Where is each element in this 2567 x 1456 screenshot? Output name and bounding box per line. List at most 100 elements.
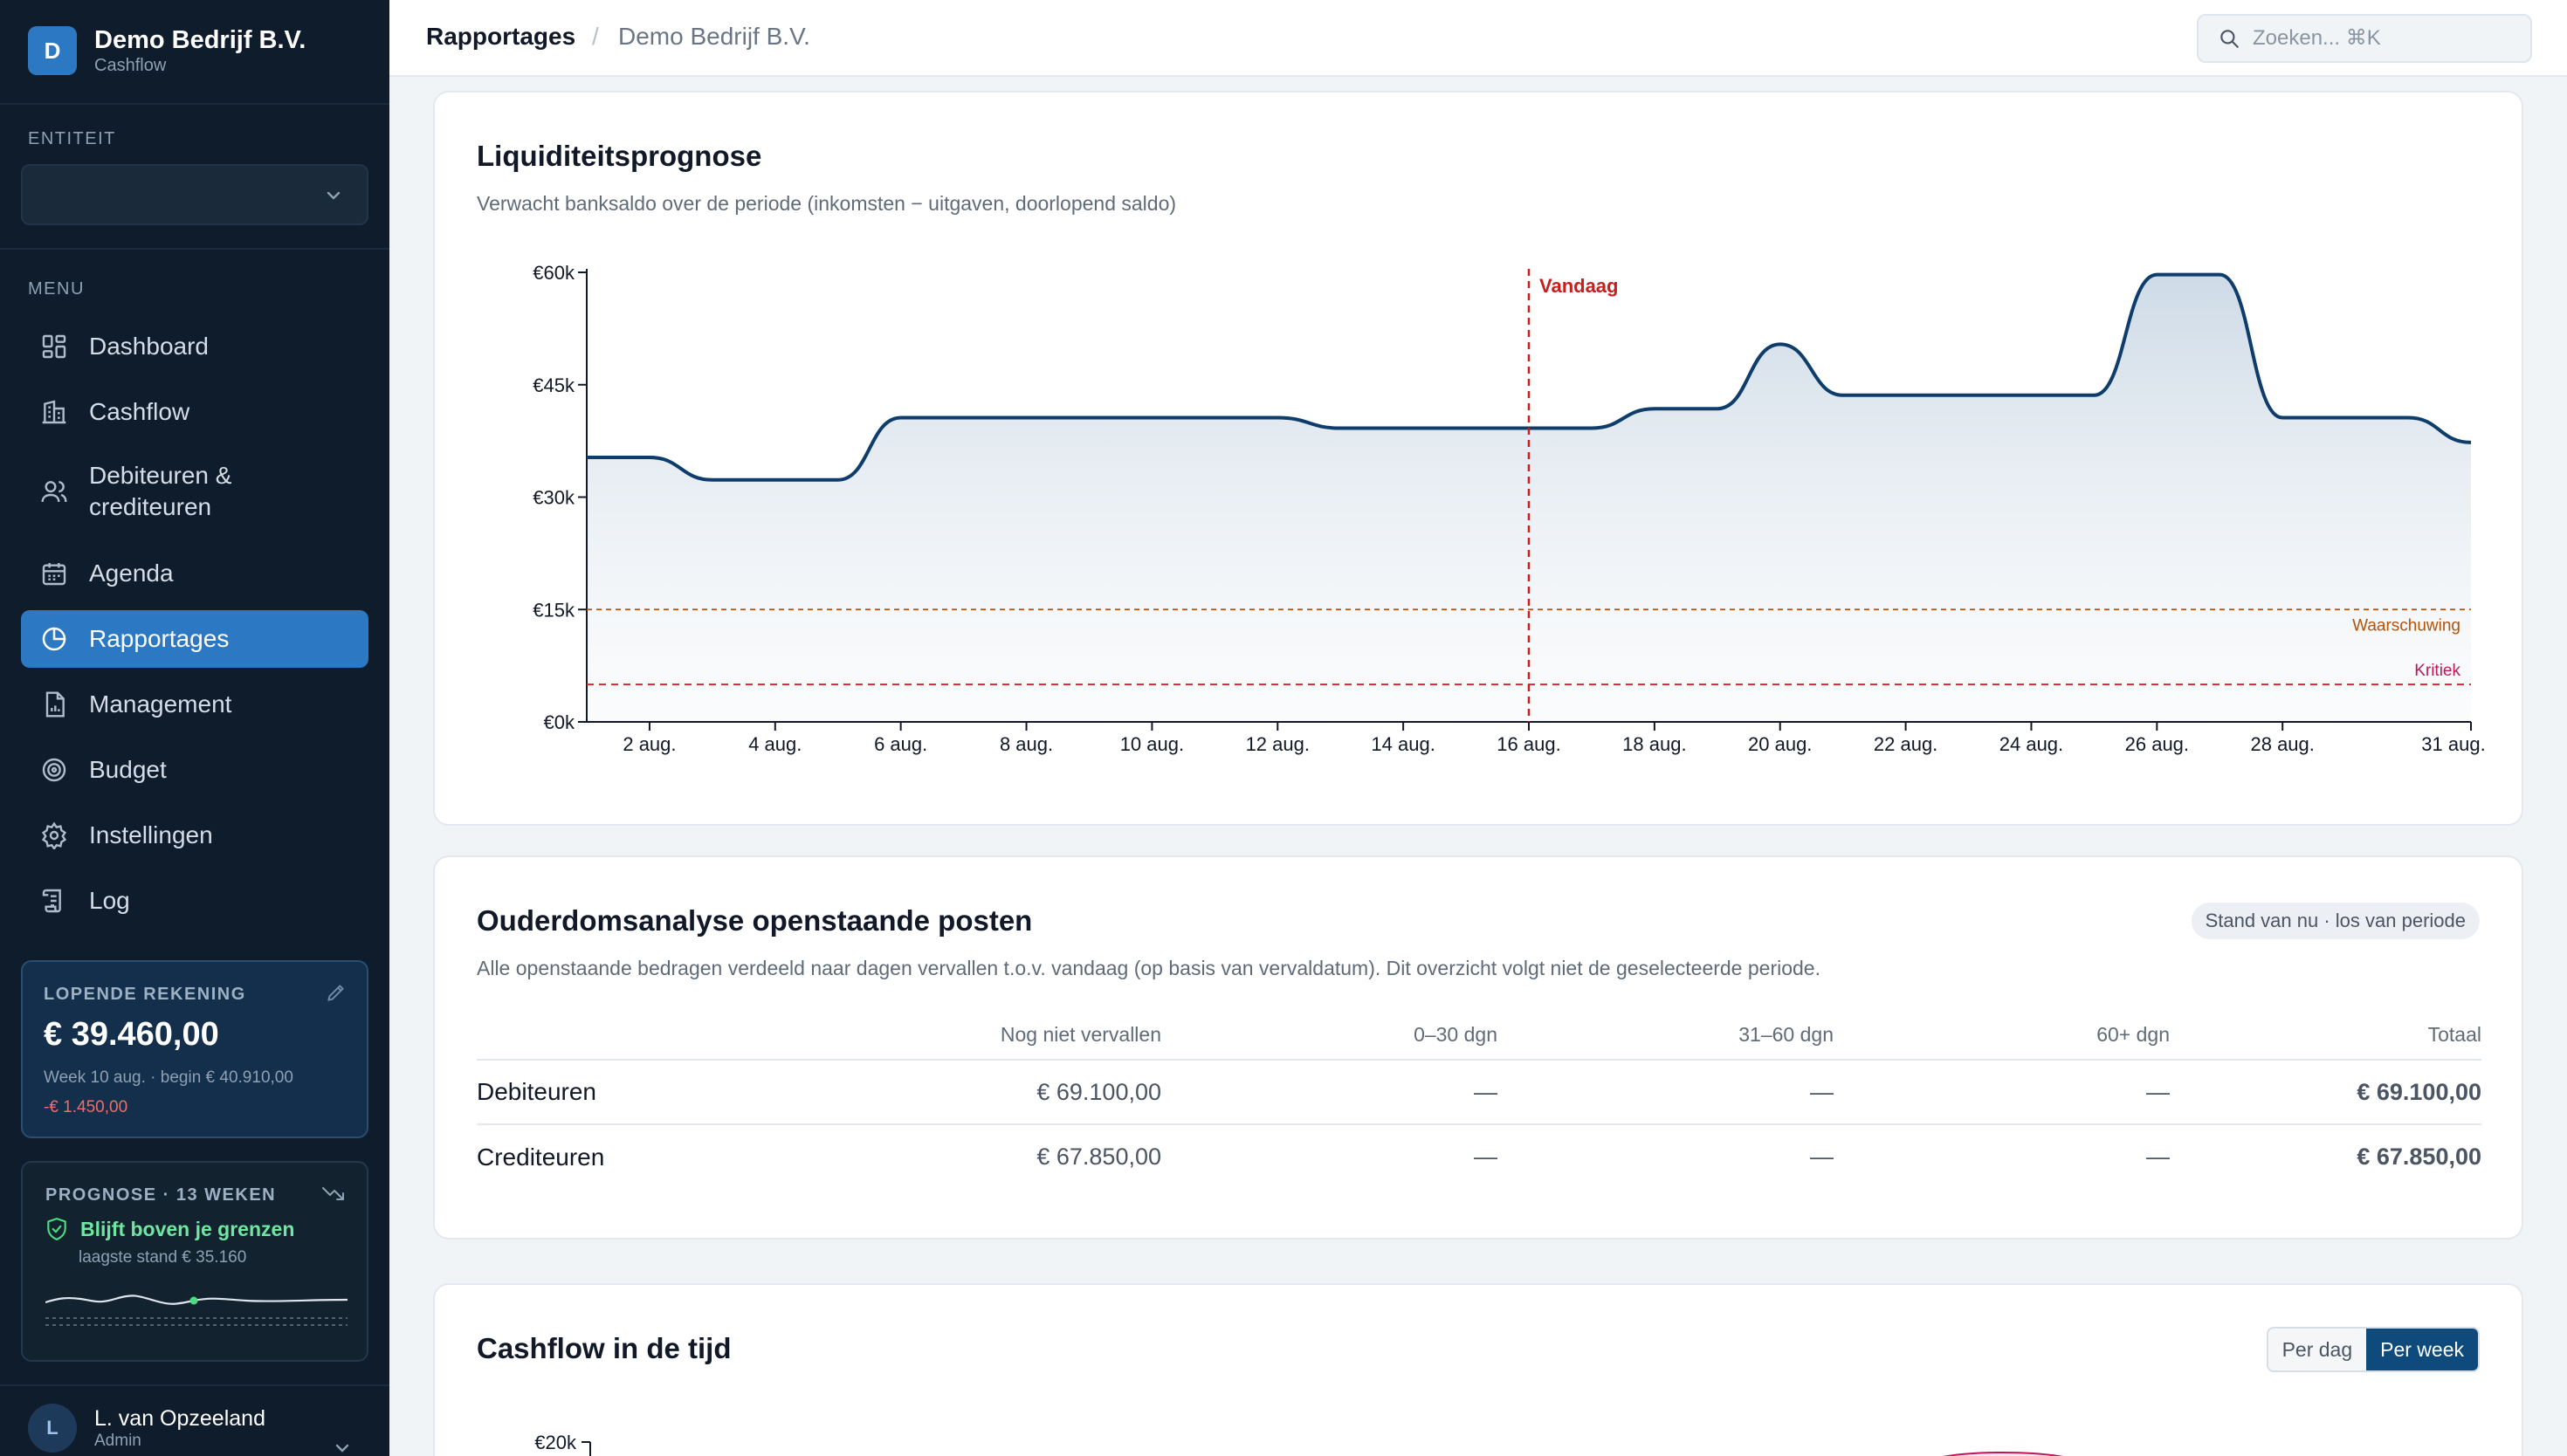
- x-tick-label: 22 aug.: [1874, 733, 1937, 755]
- forecast-marker: [189, 1296, 198, 1305]
- breadcrumb-section[interactable]: Rapportages: [426, 23, 576, 50]
- pencil-icon[interactable]: [325, 981, 348, 1004]
- divider: [0, 248, 389, 250]
- x-tick-label: 20 aug.: [1748, 733, 1812, 755]
- table-row[interactable]: Crediteuren € 67.850,00 — — — € 67.850,0…: [477, 1124, 2481, 1189]
- account-label: LOPENDE REKENING: [44, 985, 246, 1004]
- cell-31-60: —: [1497, 1060, 1834, 1125]
- sidebar-item-agenda[interactable]: Agenda: [21, 545, 368, 602]
- cell-60-plus: —: [2146, 1144, 2170, 1170]
- trend-down-icon: [322, 1187, 344, 1200]
- cell-0-30: —: [1474, 1144, 1497, 1170]
- cell-31-60: —: [1810, 1144, 1834, 1170]
- divider: [0, 103, 389, 105]
- shield-check-icon: [47, 1218, 66, 1240]
- account-balance: € 39.460,00: [44, 1016, 219, 1053]
- y-tick-label: €0k: [544, 711, 575, 733]
- sidebar-item-debiteuren-crediteuren[interactable]: Debiteuren & crediteuren: [21, 454, 368, 529]
- cell-60-plus: —: [1834, 1060, 2170, 1125]
- column-header: Totaal: [2170, 1011, 2481, 1061]
- account-delta: -€ 1.450,00: [44, 1098, 128, 1116]
- sidebar-item-label: Cashflow: [89, 398, 190, 425]
- user-menu[interactable]: L L. van Opzeeland Admin: [28, 1404, 265, 1453]
- x-tick-label: 14 aug.: [1371, 733, 1435, 755]
- document-chart-icon: [45, 691, 65, 718]
- breadcrumb-separator: /: [592, 23, 599, 50]
- y-tick-label: €60k: [533, 262, 575, 284]
- toggle-per-day[interactable]: Per dag: [2268, 1329, 2367, 1370]
- user-name: L. van Opzeeland: [94, 1405, 265, 1431]
- brand-logo: D: [28, 26, 77, 75]
- x-tick-label: 18 aug.: [1622, 733, 1686, 755]
- avatar: L: [28, 1404, 77, 1453]
- grid-icon: [42, 334, 66, 359]
- x-tick-label: 16 aug.: [1497, 733, 1560, 755]
- sidebar-item-label: Rapportages: [89, 625, 230, 652]
- sidebar-item-label: Budget: [89, 756, 167, 783]
- y-tick-label: €20k: [534, 1432, 577, 1453]
- search-icon: [2220, 30, 2239, 48]
- sidebar-item-instellingen[interactable]: Instellingen: [21, 807, 368, 864]
- cell-0-30: —: [1161, 1060, 1497, 1125]
- aging-subtitle: Alle openstaande bedragen verdeeld naar …: [477, 957, 1820, 979]
- column-header: Nog niet vervallen: [826, 1011, 1161, 1061]
- y-tick-label: €15k: [533, 599, 575, 621]
- entity-label: ENTITEIT: [28, 129, 116, 148]
- sidebar-item-label: Instellingen: [89, 821, 213, 848]
- sidebar-item-label: Log: [89, 887, 130, 914]
- toggle-per-week[interactable]: Per week: [2366, 1329, 2478, 1370]
- chevron-down-icon[interactable]: [332, 1442, 353, 1456]
- x-tick-label: 4 aug.: [748, 733, 802, 755]
- sidebar-item-label: Agenda: [89, 560, 174, 587]
- x-tick-label: 2 aug.: [623, 733, 676, 755]
- scroll-icon: [42, 889, 61, 913]
- liquidity-chart: Vandaag Waarschuwing Kritiek €0k €15k €30k…: [533, 262, 2485, 755]
- column-header: [477, 1011, 826, 1061]
- pie-chart-icon: [42, 627, 66, 651]
- x-tick-label: 8 aug.: [1000, 733, 1053, 755]
- today-label: Vandaag: [1539, 275, 1618, 297]
- cell-not-due: € 67.850,00: [1036, 1144, 1161, 1170]
- building-icon: [42, 400, 66, 424]
- sidebar-item-label: Debiteuren & crediteuren: [89, 462, 232, 520]
- liquidity-area: [587, 274, 2471, 722]
- sidebar-item-budget[interactable]: Budget: [21, 741, 368, 799]
- x-tick-label: 26 aug.: [2125, 733, 2189, 755]
- forecast-card: PROGNOSE · 13 WEKEN Blijft boven je gren…: [21, 1161, 368, 1362]
- user-role: Admin: [94, 1431, 141, 1450]
- target-icon: [42, 758, 66, 782]
- brand-name: Demo Bedrijf B.V.: [94, 26, 306, 54]
- sidebar-item-label: Dashboard: [89, 333, 209, 360]
- account-week-info: Week 10 aug. · begin € 40.910,00: [44, 1068, 293, 1087]
- liquidity-line: [587, 272, 2472, 482]
- liquidity-card: Liquiditeitsprognose Verwacht banksaldo …: [433, 91, 2523, 826]
- y-tick-label: €30k: [533, 487, 575, 509]
- forecast-lowest: laagste stand € 35.160: [79, 1248, 247, 1267]
- breadcrumb-entity: Demo Bedrijf B.V.: [618, 23, 810, 50]
- brand-subtitle: Cashflow: [94, 56, 167, 75]
- sidebar-item-cashflow[interactable]: Cashflow: [21, 383, 368, 441]
- sidebar-item-rapportages[interactable]: Rapportages: [21, 610, 368, 668]
- sidebar-item-dashboard[interactable]: Dashboard: [21, 318, 368, 375]
- aging-title: Ouderdomsanalyse openstaande posten: [477, 904, 1033, 937]
- topbar: Rapportages / Demo Bedrijf B.V.: [389, 0, 2567, 77]
- period-toggle: Per dag Per week: [2266, 1327, 2480, 1372]
- brand[interactable]: D Demo Bedrijf B.V. Cashflow: [28, 24, 306, 77]
- x-tick-label: 28 aug.: [2250, 733, 2314, 755]
- users-icon: [41, 481, 67, 503]
- search-input[interactable]: [2253, 26, 2515, 51]
- table-row[interactable]: Debiteuren € 69.100,00 — — — € 69.100,00: [477, 1060, 2481, 1125]
- x-tick-label: 6 aug.: [874, 733, 927, 755]
- forecast-status-text: Blijft boven je grenzen: [80, 1217, 295, 1240]
- search-box[interactable]: [2197, 14, 2532, 63]
- x-tick-label: 12 aug.: [1246, 733, 1310, 755]
- status-badge: Stand van nu · los van periode: [2191, 903, 2480, 939]
- critical-label: Kritiek: [2414, 662, 2460, 680]
- sidebar-item-log[interactable]: Log: [21, 872, 368, 930]
- entity-select[interactable]: [21, 164, 368, 225]
- x-tick-label: 31 aug.: [2421, 733, 2485, 755]
- column-header: 0–30 dgn: [1161, 1011, 1497, 1061]
- sidebar-item-management[interactable]: Management: [21, 676, 368, 733]
- chevron-down-icon: [327, 191, 341, 200]
- y-tick-label: €45k: [533, 374, 575, 396]
